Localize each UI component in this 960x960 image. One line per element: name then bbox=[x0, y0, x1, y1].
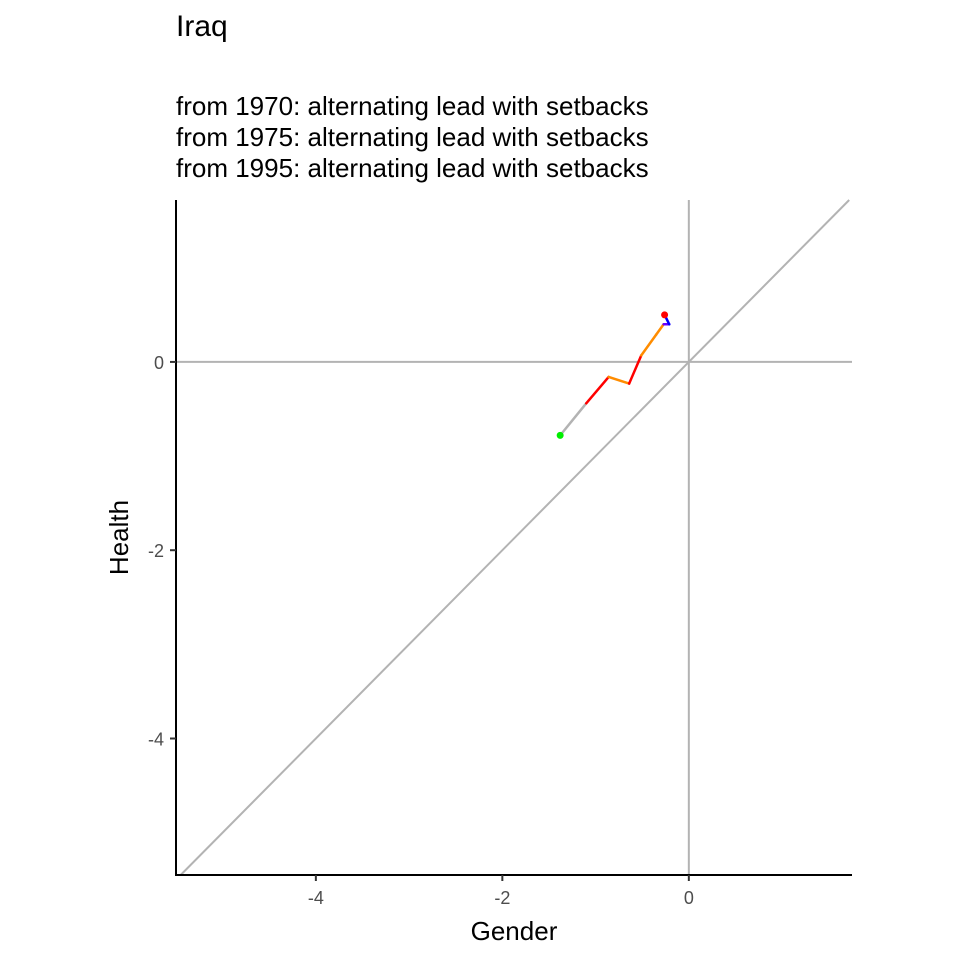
axes: -4 -2 0 0 -2 -4 bbox=[148, 200, 852, 908]
trajectory-segment bbox=[627, 354, 643, 385]
trajectory-segment bbox=[640, 333, 658, 357]
reference-line-diagonal bbox=[179, 199, 850, 876]
y-tick-label: -2 bbox=[148, 541, 164, 561]
x-tick-label: -4 bbox=[308, 888, 324, 908]
trajectory-line bbox=[558, 313, 671, 437]
x-tick-label: 0 bbox=[684, 888, 694, 908]
start-point bbox=[556, 431, 564, 439]
trajectory-segment bbox=[585, 375, 610, 405]
trajectory-segment bbox=[558, 402, 588, 437]
subtitle-line: from 1995: alternating lead with setback… bbox=[176, 153, 649, 183]
reference-lines bbox=[176, 199, 852, 876]
trajectory-points bbox=[556, 311, 669, 439]
chart-subtitle: from 1970: alternating lead with setback… bbox=[176, 91, 649, 184]
y-axis-title: Health bbox=[104, 500, 134, 575]
x-tick-label: -2 bbox=[494, 888, 510, 908]
y-tick-label: -4 bbox=[148, 729, 164, 749]
trajectory-segment bbox=[654, 323, 665, 336]
subtitle-line: from 1975: alternating lead with setback… bbox=[176, 122, 649, 152]
end-point bbox=[661, 311, 669, 319]
subtitle-line: from 1970: alternating lead with setback… bbox=[176, 91, 649, 121]
chart-title: Iraq bbox=[176, 10, 228, 43]
y-tick-label: 0 bbox=[154, 353, 164, 373]
trajectory-segment bbox=[607, 375, 631, 385]
x-axis-title: Gender bbox=[471, 916, 558, 946]
